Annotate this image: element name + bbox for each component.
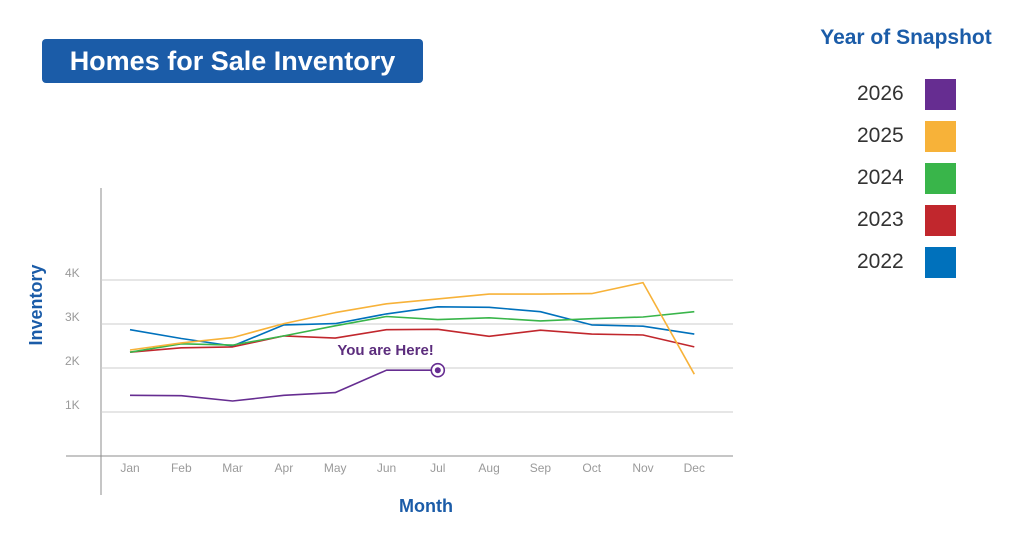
x-tick-label: Nov <box>632 461 653 475</box>
legend-swatch <box>925 246 956 278</box>
legend-swatch <box>925 204 956 236</box>
marker-dot <box>434 367 441 374</box>
series-line-2026 <box>129 369 438 402</box>
series-line-2024 <box>129 310 695 353</box>
legend-item-2025: 2025 <box>840 115 956 157</box>
y-tick-label: 1K <box>65 398 80 412</box>
x-tick-label: Jan <box>120 461 139 475</box>
annotation-label: You are Here! <box>337 342 433 359</box>
x-tick-label: Feb <box>171 461 192 475</box>
x-tick-label: Jun <box>377 461 396 475</box>
series-lines <box>129 281 695 402</box>
x-tick-label: Aug <box>478 461 499 475</box>
x-tick-label: Oct <box>582 461 601 475</box>
x-tick-label: Sep <box>530 461 552 475</box>
chart-title: Homes for Sale Inventory <box>42 39 423 83</box>
x-tick-labels: Jan Feb Mar Apr May Jun Jul Aug Sep Oct Nov Dec <box>120 461 705 475</box>
legend-label: 2023 <box>857 208 904 231</box>
series-line-2023 <box>129 328 695 353</box>
y-tick-labels: 1K 2K 3K 4K <box>65 266 80 412</box>
legend-item-2024: 2024 <box>840 157 956 199</box>
legend-label: 2025 <box>857 124 904 147</box>
gridlines <box>101 279 733 413</box>
legend: 2026 2025 2024 2023 2022 <box>840 73 956 283</box>
legend-label: 2022 <box>857 250 904 273</box>
y-axis-title: Inventory <box>26 264 46 345</box>
legend-swatch <box>925 162 956 194</box>
x-tick-label: May <box>324 461 347 475</box>
series-line-2025 <box>129 281 695 375</box>
legend-swatch <box>925 120 956 152</box>
x-tick-label: Mar <box>222 461 243 475</box>
legend-item-2022: 2022 <box>840 241 956 283</box>
y-tick-label: 3K <box>65 310 80 324</box>
x-tick-label: Apr <box>275 461 294 475</box>
x-tick-label: Dec <box>684 461 705 475</box>
legend-title: Year of Snapshot <box>820 26 992 49</box>
annotation: You are Here! <box>337 342 446 378</box>
legend-item-2023: 2023 <box>840 199 956 241</box>
legend-swatch <box>925 78 956 110</box>
x-tick-label: Jul <box>430 461 445 475</box>
y-tick-label: 2K <box>65 354 80 368</box>
y-tick-label: 4K <box>65 266 80 280</box>
legend-item-2026: 2026 <box>840 73 956 115</box>
legend-label: 2024 <box>857 166 904 189</box>
x-axis-title: Month <box>399 496 453 516</box>
legend-label: 2026 <box>857 82 904 105</box>
